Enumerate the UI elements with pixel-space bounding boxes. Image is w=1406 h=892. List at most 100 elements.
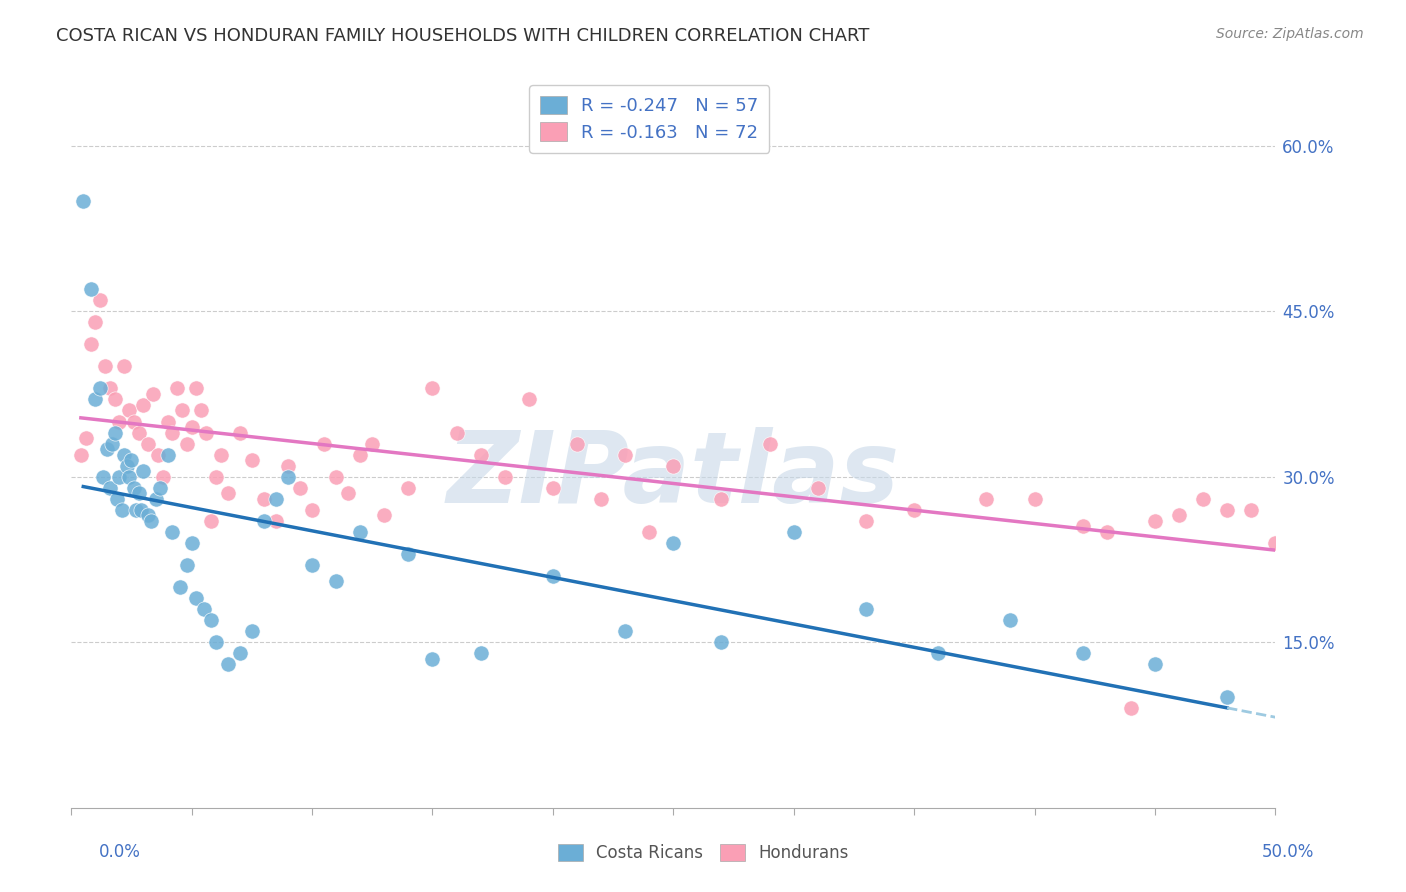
Point (84, 315, 107, 329)
Point (517, 392, 540, 407)
Point (193, 602, 215, 616)
Point (132, 398, 155, 412)
Point (541, 481, 564, 495)
Point (361, 436, 384, 450)
Point (264, 514, 287, 528)
Point (1143, 657, 1166, 672)
Point (288, 481, 311, 495)
Point (855, 514, 877, 528)
Point (101, 436, 124, 450)
Point (229, 425, 252, 440)
Point (112, 448, 135, 462)
Point (253, 491, 276, 506)
Point (314, 436, 336, 450)
Point (1168, 508, 1191, 523)
Point (396, 547, 419, 561)
Point (180, 536, 202, 550)
Point (349, 524, 371, 539)
Point (662, 458, 685, 473)
Point (807, 481, 830, 495)
Legend: Costa Ricans, Hondurans: Costa Ricans, Hondurans (550, 836, 856, 871)
Point (422, 381, 444, 395)
Point (710, 635, 733, 649)
Point (169, 580, 191, 594)
Point (125, 502, 148, 516)
Point (132, 464, 155, 478)
Point (976, 491, 998, 506)
Point (565, 436, 588, 450)
Point (710, 491, 733, 506)
Point (139, 514, 162, 528)
Point (325, 574, 347, 589)
Point (118, 469, 141, 483)
Point (79, 282, 101, 296)
Point (115, 458, 138, 473)
Point (325, 469, 347, 483)
Point (927, 646, 949, 660)
Point (589, 491, 612, 506)
Point (253, 514, 276, 528)
Point (1216, 502, 1239, 516)
Point (470, 448, 492, 462)
Legend: R = -0.247   N = 57, R = -0.163   N = 72: R = -0.247 N = 57, R = -0.163 N = 72 (529, 85, 769, 153)
Point (112, 359, 135, 374)
Point (638, 524, 661, 539)
Point (217, 657, 239, 672)
Point (349, 448, 371, 462)
Point (1264, 536, 1286, 550)
Point (422, 651, 444, 665)
Point (170, 403, 193, 417)
Point (122, 481, 145, 495)
Point (70, 448, 93, 462)
Text: 0.0%: 0.0% (98, 843, 141, 861)
Point (301, 558, 323, 572)
Point (240, 453, 263, 467)
Point (75, 431, 97, 445)
Point (118, 403, 141, 417)
Point (614, 448, 637, 462)
Point (96, 442, 118, 456)
Point (541, 569, 564, 583)
Point (264, 491, 287, 506)
Point (1119, 701, 1142, 715)
Point (79, 337, 101, 351)
Point (758, 436, 780, 450)
Point (1240, 502, 1263, 516)
Point (103, 392, 125, 407)
Point (176, 558, 198, 572)
Point (277, 469, 299, 483)
Point (1071, 646, 1094, 660)
Point (446, 425, 468, 440)
Text: ZIPatlas: ZIPatlas (447, 426, 900, 524)
Point (152, 469, 174, 483)
Point (470, 646, 492, 660)
Point (614, 624, 637, 639)
Point (156, 448, 179, 462)
Point (142, 387, 165, 401)
Point (89, 381, 111, 395)
Text: 50.0%: 50.0% (1263, 843, 1315, 861)
Point (662, 536, 685, 550)
Point (782, 524, 804, 539)
Point (103, 425, 125, 440)
Point (98, 481, 121, 495)
Point (229, 646, 252, 660)
Point (105, 491, 128, 506)
Point (84, 392, 107, 407)
Point (1192, 491, 1215, 506)
Point (108, 469, 131, 483)
Point (128, 425, 150, 440)
Point (200, 613, 222, 627)
Point (122, 415, 145, 429)
Point (190, 403, 212, 417)
Text: COSTA RICAN VS HONDURAN FAMILY HOUSEHOLDS WITH CHILDREN CORRELATION CHART: COSTA RICAN VS HONDURAN FAMILY HOUSEHOLD… (56, 27, 870, 45)
Point (156, 415, 179, 429)
Point (166, 381, 188, 395)
Point (240, 624, 263, 639)
Point (1024, 491, 1046, 506)
Point (108, 415, 131, 429)
Point (149, 481, 172, 495)
Point (1071, 519, 1094, 533)
Point (200, 514, 222, 528)
Point (72, 194, 94, 208)
